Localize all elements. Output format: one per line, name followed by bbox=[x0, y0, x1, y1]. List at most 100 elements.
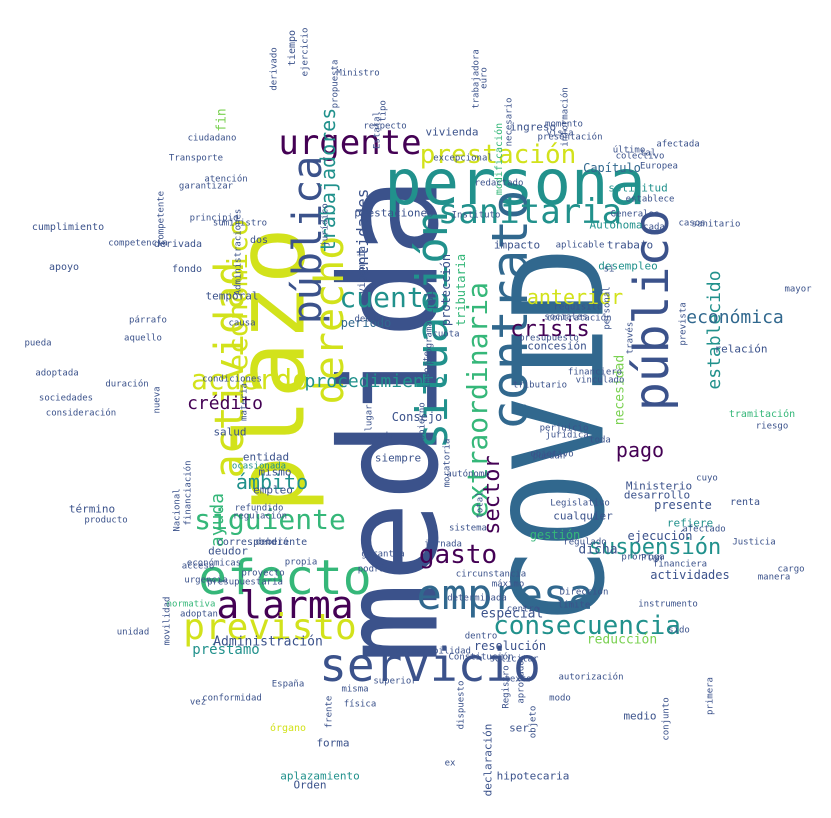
word-podran: podrán bbox=[357, 564, 391, 575]
word-propuesta: propuesta bbox=[330, 59, 341, 109]
word-sanitaria: sanitaria bbox=[437, 192, 623, 232]
word-presente: presente bbox=[654, 498, 712, 512]
word-establecido: establecido bbox=[704, 270, 725, 390]
word-perjuicio: perjuicio bbox=[539, 423, 589, 434]
word-desarrollo: desarrollo bbox=[623, 488, 691, 502]
word-contratacion: contratación bbox=[546, 313, 612, 324]
word-correspondiente: correspondiente bbox=[216, 537, 308, 548]
word-ex: ex bbox=[444, 758, 456, 769]
word-gasto: gasto bbox=[418, 540, 498, 570]
word-manera: manera bbox=[757, 572, 791, 583]
word-sociales: sociales bbox=[544, 312, 588, 323]
word-prestaciones: prestaciones bbox=[354, 206, 434, 220]
word-superior: superior bbox=[373, 676, 417, 687]
word-propia: propia bbox=[284, 557, 318, 568]
word-duracion: duración bbox=[105, 379, 149, 390]
word-suministro: suministro bbox=[212, 218, 268, 229]
word-administracion: Administración bbox=[213, 634, 323, 650]
word-solicitud: solicitud bbox=[608, 181, 668, 195]
word-relacion: relación bbox=[714, 342, 768, 356]
word-traves: través bbox=[625, 321, 636, 355]
word-resolucion: resolución bbox=[473, 639, 547, 653]
word-procedimiento: procedimiento bbox=[304, 371, 446, 392]
word-modo: modo bbox=[549, 693, 571, 704]
word-sistema: sistema bbox=[449, 523, 487, 534]
word-tributaria: tributaria bbox=[454, 253, 468, 327]
word-reduccion: reducción bbox=[586, 632, 658, 648]
word-financiacion: financiación bbox=[183, 460, 194, 526]
word-temporal: temporal bbox=[205, 289, 259, 303]
word-refiere: refiere bbox=[666, 516, 714, 530]
word-afectada: afectada bbox=[656, 139, 700, 150]
word-misma: misma bbox=[341, 684, 369, 695]
word-persona: persona bbox=[384, 146, 646, 219]
word-vulnerabilidad: vulnerabilidad bbox=[395, 646, 471, 657]
word-garantizar: garantizar bbox=[178, 181, 234, 192]
word-instituto: Instituto bbox=[451, 210, 501, 221]
word-alarma: alarma bbox=[216, 583, 354, 627]
word-impacto: impacto bbox=[493, 238, 541, 252]
word-instrumento: instrumento bbox=[638, 599, 698, 610]
word-cuyo: cuyo bbox=[696, 473, 718, 484]
word-total: total bbox=[475, 491, 486, 519]
word-cuenta: cuenta bbox=[339, 281, 441, 314]
word-queda: queda bbox=[366, 431, 394, 442]
word-servicio: servicio bbox=[319, 638, 541, 692]
word-excepcional: excepcional bbox=[433, 153, 493, 164]
word-juridico: jurídico bbox=[320, 203, 331, 247]
word-necesidad: necesidad bbox=[612, 354, 628, 426]
word-consejo: Consejo bbox=[391, 410, 443, 424]
word-economicas: económicas bbox=[186, 558, 242, 569]
word-crisis: crisis bbox=[510, 317, 590, 342]
word-ministerio: Ministerio bbox=[625, 479, 693, 493]
word-justicia: Justicia bbox=[732, 537, 776, 548]
word-administraciones: Administraciones bbox=[233, 208, 244, 296]
word-regulado: regulado bbox=[563, 537, 607, 548]
word-nueva: nueva bbox=[152, 386, 163, 414]
word-capitulo: Capítulo bbox=[583, 161, 641, 175]
word-dos: dos bbox=[249, 235, 269, 246]
word-condiciones: condiciones bbox=[202, 374, 262, 385]
word-ultimo: último bbox=[612, 145, 646, 156]
word-prestamo: préstamo bbox=[192, 642, 260, 658]
word-ambito: ámbito bbox=[235, 470, 309, 494]
word-texto: texto bbox=[504, 674, 532, 685]
word-vigencia: vigencia bbox=[357, 245, 368, 295]
word-vista: vista bbox=[546, 128, 574, 139]
word-tal: tal bbox=[639, 148, 657, 159]
word-declaracion: declaración bbox=[481, 723, 495, 797]
word-aplicable: aplicable bbox=[555, 240, 605, 251]
word-prestacion: prestación bbox=[419, 140, 577, 170]
word-principio: principio bbox=[189, 213, 239, 224]
word-sido: sido bbox=[668, 625, 690, 636]
word-adoptada: adoptada bbox=[35, 368, 79, 379]
word-juridica: jurídica bbox=[545, 430, 589, 441]
word-trabajo: trabajo bbox=[606, 238, 654, 252]
word-pago: pago bbox=[615, 438, 665, 462]
word-urgente: urgente bbox=[278, 123, 422, 163]
word-tributario: tributario bbox=[512, 380, 568, 391]
word-consideracion: consideración bbox=[45, 408, 117, 419]
word-autonoma: Autónoma bbox=[589, 218, 643, 232]
word-ingreso: ingreso bbox=[509, 120, 557, 134]
word-competencia: competencia bbox=[108, 238, 168, 249]
word-sanitario: sanitario bbox=[691, 219, 741, 230]
word-acuerdo: acuerdo bbox=[190, 363, 310, 396]
word-plan: Plan bbox=[641, 553, 663, 564]
word-vivienda: vivienda bbox=[425, 125, 479, 139]
word-cumplimiento: cumplimiento bbox=[31, 222, 105, 233]
word-termino: término bbox=[68, 502, 116, 516]
word-necesario: necesario bbox=[504, 97, 515, 147]
word-credito: crédito bbox=[187, 393, 263, 414]
word-solicitar: solicitar bbox=[489, 654, 539, 665]
word-acceso: acceso bbox=[181, 561, 215, 572]
word-parrafo: párrafo bbox=[129, 315, 167, 326]
word-trabajadora: trabajadora bbox=[471, 49, 482, 109]
word-sociedades: sociedades bbox=[38, 393, 94, 404]
word-limite: límite bbox=[557, 600, 591, 611]
word-materia: materia bbox=[239, 383, 250, 421]
word-aprobado: aprobado bbox=[516, 660, 527, 704]
word-prorroga: prórroga bbox=[621, 552, 665, 563]
word-autorizacion: autorización bbox=[558, 672, 624, 683]
